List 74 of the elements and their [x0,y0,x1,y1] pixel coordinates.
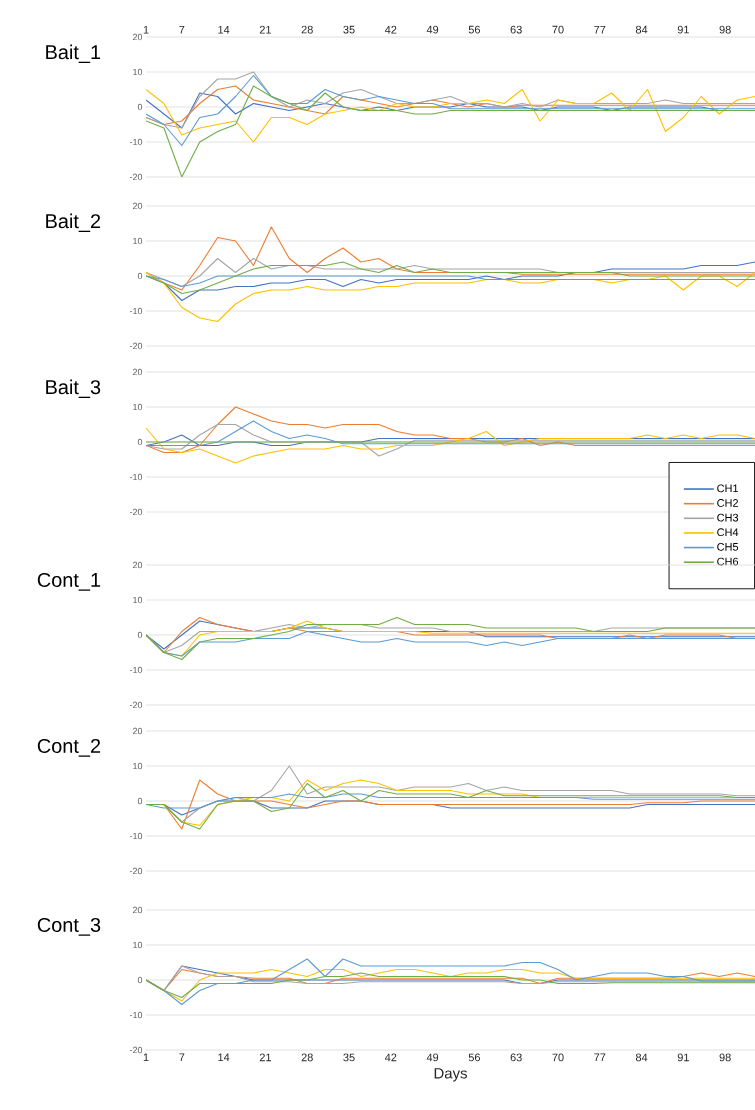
chart-title: Cont_3 [37,917,101,936]
y-tick-label: 20 [132,727,143,735]
y-tick-label: -10 [129,138,143,146]
x-tick-label: 1 [143,1053,149,1062]
x2-tick-label: 14 [218,25,230,34]
x2-tick-label: 21 [259,25,271,34]
y-tick-label: 10 [133,941,143,949]
x-axis-title: Days [434,1068,467,1082]
y-tick-label: 10 [133,68,143,76]
x2-tick-label: 35 [343,25,355,34]
y-tick-label: 20 [132,202,143,210]
y-tick-label: 0 [137,976,143,984]
legend-label: CH6 [717,557,739,566]
y-tick-label: 20 [132,561,143,569]
x2-tick-label: 49 [426,25,439,34]
y-tick-label: -20 [129,173,143,181]
y-tick-label: -20 [129,867,143,875]
y-tick-label: 0 [137,438,143,446]
y-tick-label: 0 [137,103,143,111]
x-tick-label: 21 [259,1053,271,1062]
x2-tick-label: 91 [677,25,689,34]
x-tick-label: 7 [179,1053,185,1062]
y-tick-label: 0 [137,797,143,805]
y-tick-label: -10 [129,832,143,840]
x2-tick-label: 1 [143,25,149,34]
x2-tick-label: 56 [468,25,480,34]
y-tick-label: -20 [129,701,143,709]
y-tick-label: 10 [133,403,143,411]
y-tick-label: 10 [133,237,143,245]
x-tick-label: 63 [510,1053,522,1062]
x-tick-label: 14 [218,1053,230,1062]
y-tick-label: -10 [129,473,143,481]
x-tick-label: 56 [468,1053,480,1062]
x2-tick-label: 63 [510,25,522,34]
y-tick-label: 20 [132,33,143,41]
y-tick-label: -20 [129,508,143,516]
chart-title: Bait_3 [46,379,101,398]
y-tick-label: 10 [133,596,143,604]
x-tick-label: 91 [677,1053,689,1062]
x2-tick-label: 7 [179,25,185,34]
y-tick-label: -20 [129,1046,143,1054]
x-tick-label: 49 [426,1053,439,1062]
legend-label: CH3 [717,513,739,522]
y-tick-label: -10 [129,666,143,674]
y-tick-label: 0 [137,272,143,280]
legend-label: CH1 [717,484,739,493]
x-tick-label: 98 [719,1053,731,1062]
legend-label: CH2 [717,499,739,507]
y-tick-label: 0 [137,631,143,639]
line-series [146,88,755,143]
y-tick-label: 20 [132,906,143,914]
x-tick-label: 35 [343,1053,355,1062]
x2-tick-label: 84 [635,25,648,34]
y-tick-label: 10 [133,762,143,770]
chart-title: Cont_1 [37,572,101,591]
x-tick-label: 77 [594,1053,606,1062]
x-tick-label: 84 [635,1053,648,1062]
legend-label: CH5 [717,543,739,551]
x2-tick-label: 98 [719,25,731,34]
x-tick-label: 70 [552,1053,564,1062]
y-tick-label: -10 [129,1011,143,1019]
x-tick-label: 42 [384,1053,397,1062]
chart-title: Cont_2 [37,738,101,757]
x2-tick-label: 42 [384,25,397,34]
legend-label: CH4 [717,528,739,537]
y-tick-label: -20 [129,342,143,350]
chart-title: Bait_2 [46,213,101,232]
x-tick-label: 28 [301,1053,313,1062]
y-tick-label: 20 [132,368,143,376]
x2-tick-label: 77 [594,25,606,34]
x2-tick-label: 28 [301,25,313,34]
y-tick-label: -10 [129,307,143,315]
x2-tick-label: 70 [552,25,564,34]
chart-title: Bait_1 [46,44,101,63]
